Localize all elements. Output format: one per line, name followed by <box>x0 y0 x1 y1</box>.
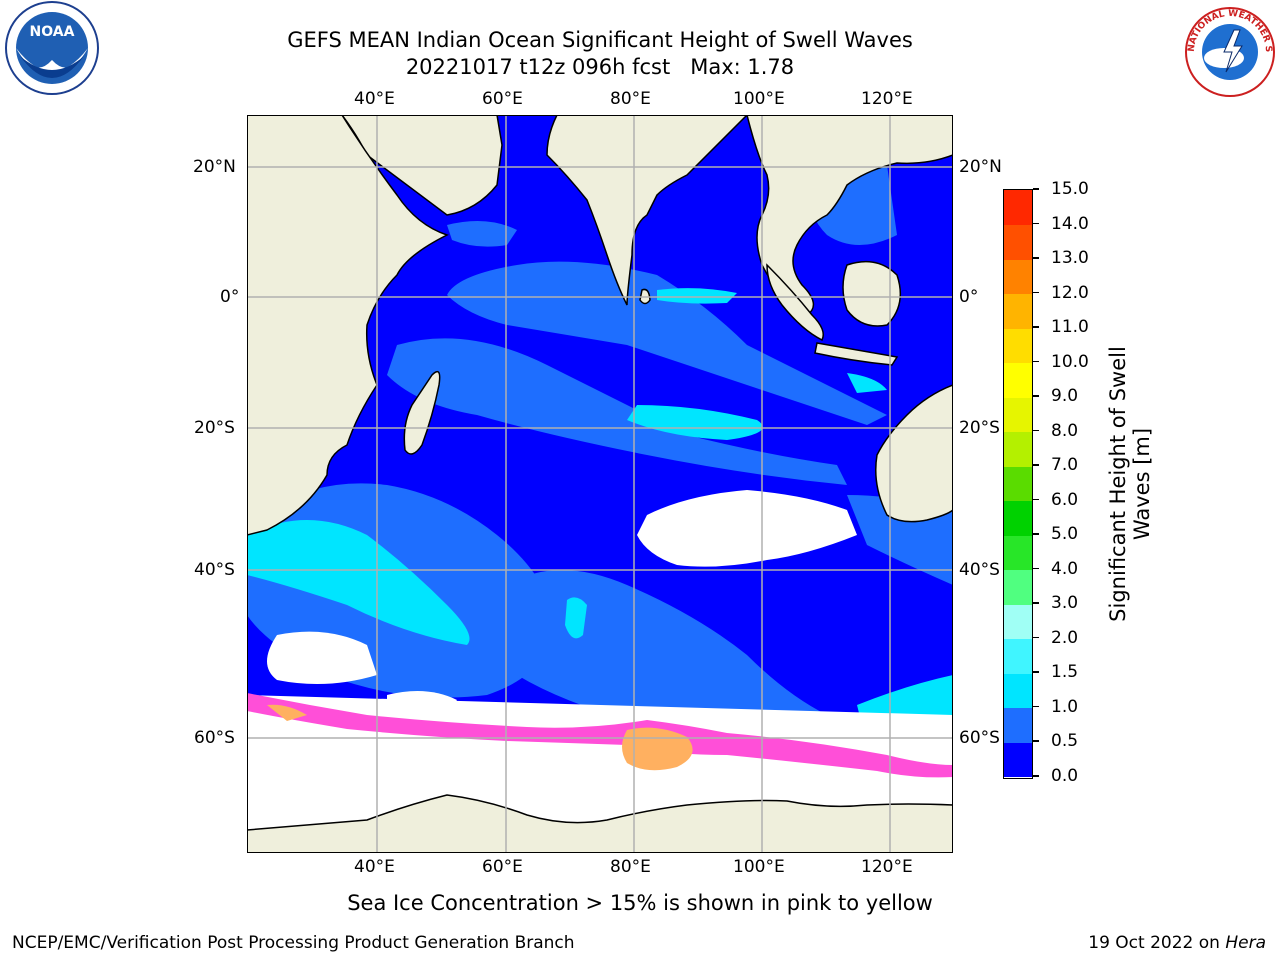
nws-logo-icon: NATIONAL WEATHER SERVICE <box>1177 0 1280 100</box>
colorbar-tick-label: 0.0 <box>1051 766 1079 786</box>
lat-tick-right: 20°S <box>959 418 1000 438</box>
colorbar-tick-mark <box>1033 533 1039 535</box>
colorbar-segment <box>1004 293 1032 329</box>
colorbar-tick-mark <box>1033 326 1039 328</box>
lon-tick-bottom: 100°E <box>733 857 785 877</box>
noaa-logo-text: NOAA <box>30 24 75 40</box>
lon-tick-top: 80°E <box>610 89 651 109</box>
colorbar-tick-label: 10.0 <box>1051 351 1089 372</box>
lat-tick-right: 40°S <box>959 560 1000 580</box>
colorbar-tick-mark <box>1033 429 1039 432</box>
colorbar-tick-label: 14.0 <box>1051 213 1089 234</box>
lat-tick-left: 60°S <box>194 728 235 748</box>
colorbar-tick-label: 12.0 <box>1051 282 1089 303</box>
colorbar-tick-mark <box>1033 464 1039 466</box>
land-masses <box>246 114 954 854</box>
colorbar-segment <box>1004 328 1032 364</box>
colorbar-segment <box>1004 224 1032 260</box>
footer-host: Hera <box>1225 933 1266 953</box>
colorbar-tick-mark <box>1033 740 1039 742</box>
colorbar-segment <box>1004 604 1032 640</box>
colorbar-tick-label: 8.0 <box>1051 420 1079 441</box>
colorbar-segment <box>1004 638 1032 674</box>
colorbar-tick-mark <box>1033 291 1039 294</box>
lat-tick-right: 0° <box>959 287 979 307</box>
colorbar-tick-label: 11.0 <box>1051 317 1089 338</box>
colorbar-label-line2: Waves [m] <box>1130 427 1154 541</box>
colorbar-tick-label: 9.0 <box>1051 386 1079 407</box>
colorbar-tick-mark <box>1033 602 1039 604</box>
colorbar-tick-label: 15.0 <box>1051 179 1089 199</box>
lat-tick-left: 20°S <box>194 418 235 438</box>
footer-date: 19 Oct 2022 on Hera <box>1088 933 1266 953</box>
colorbar-tick-mark <box>1033 775 1039 777</box>
colorbar <box>1003 189 1033 779</box>
colorbar-segment <box>1004 431 1032 467</box>
colorbar-segment <box>1004 742 1032 778</box>
lon-tick-bottom: 60°E <box>482 857 523 877</box>
colorbar-tick-mark <box>1033 395 1039 397</box>
colorbar-tick-mark <box>1033 498 1039 501</box>
map-panel <box>246 114 954 854</box>
colorbar-tick-label: 5.0 <box>1051 524 1079 545</box>
map-gridlines <box>247 115 953 853</box>
lon-tick-top: 100°E <box>733 89 785 109</box>
chart-subtitle: 20221017 t12z 096h fcst Max: 1.78 <box>405 55 795 79</box>
colorbar-tick-label: 4.0 <box>1051 558 1079 579</box>
colorbar-segment <box>1004 500 1032 536</box>
colorbar-tick-mark <box>1033 222 1039 225</box>
colorbar-tick-label: 13.0 <box>1051 248 1089 269</box>
colorbar-segment <box>1004 673 1032 709</box>
colorbar-label-line1: Significant Height of Swell <box>1106 346 1130 622</box>
footer-date-text: 19 Oct 2022 on <box>1088 933 1226 953</box>
colorbar-segment <box>1004 466 1032 502</box>
lon-tick-top: 60°E <box>482 89 523 109</box>
colorbar-segment <box>1004 535 1032 571</box>
colorbar-tick-label: 6.0 <box>1051 489 1079 510</box>
lat-tick-right: 60°S <box>959 728 1000 748</box>
lon-tick-top: 40°E <box>354 89 395 109</box>
lon-tick-bottom: 120°E <box>861 857 913 877</box>
footer-branch: NCEP/EMC/Verification Post Processing Pr… <box>12 933 575 953</box>
colorbar-tick-label: 3.0 <box>1051 593 1079 614</box>
colorbar-tick-mark <box>1033 567 1039 570</box>
colorbar-tick-mark <box>1033 257 1039 259</box>
chart-title: GEFS MEAN Indian Ocean Significant Heigh… <box>287 28 913 52</box>
lon-tick-bottom: 40°E <box>354 857 395 877</box>
colorbar-tick-label: 1.5 <box>1051 662 1079 683</box>
colorbar-tick-mark <box>1033 636 1039 639</box>
lat-tick-left: 0° <box>220 287 240 307</box>
colorbar-segment <box>1004 259 1032 295</box>
colorbar-tick-mark <box>1033 671 1039 673</box>
colorbar-tick-label: 0.5 <box>1051 731 1079 752</box>
lat-tick-left: 20°N <box>193 157 236 177</box>
colorbar-tick-mark <box>1033 360 1039 363</box>
colorbar-tick-mark <box>1033 705 1039 708</box>
colorbar-segment <box>1004 397 1032 433</box>
lat-tick-right: 20°N <box>959 157 1002 177</box>
colorbar-tick-mark <box>1033 188 1039 190</box>
colorbar-tick-label: 7.0 <box>1051 455 1079 476</box>
colorbar-segment <box>1004 569 1032 605</box>
colorbar-tick-label: 1.0 <box>1051 696 1079 717</box>
lon-tick-top: 120°E <box>861 89 913 109</box>
lon-tick-bottom: 80°E <box>610 857 651 877</box>
noaa-logo-icon: NOAA <box>0 0 104 104</box>
colorbar-tick-label: 2.0 <box>1051 627 1079 648</box>
colorbar-segment <box>1004 190 1032 226</box>
colorbar-segment <box>1004 362 1032 398</box>
sea-ice-caption: Sea Ice Concentration > 15% is shown in … <box>347 891 933 915</box>
colorbar-ticks: 0.0 0.5 1.0 1.5 2.0 3.0 4.0 5.0 6.0 7.0 8.0 9.0 10.0… <box>1033 180 1115 785</box>
colorbar-segment <box>1004 707 1032 743</box>
lat-tick-left: 40°S <box>194 560 235 580</box>
